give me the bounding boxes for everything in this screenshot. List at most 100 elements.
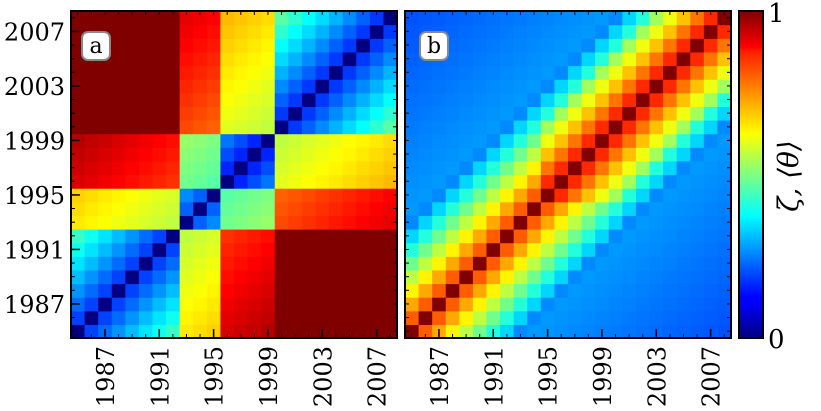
heatmap-b-cell bbox=[649, 106, 664, 121]
heatmap-a-cell bbox=[247, 269, 262, 285]
heatmap-a-cell bbox=[125, 106, 140, 121]
heatmap-b-cell bbox=[418, 310, 433, 325]
heatmap-b-cell bbox=[663, 283, 678, 298]
heatmap-a-cell bbox=[329, 92, 344, 107]
heatmap-b-cell bbox=[500, 283, 515, 298]
heatmap-b-cell bbox=[608, 133, 623, 148]
heatmap-a-cell bbox=[166, 269, 181, 285]
heatmap-a-cell bbox=[220, 297, 235, 312]
heatmap-b-cell bbox=[676, 120, 691, 135]
heatmap-a-cell bbox=[179, 133, 194, 148]
heatmap-b-cell bbox=[445, 106, 460, 121]
heatmap-a-cell bbox=[274, 215, 289, 230]
heatmap-b-cell bbox=[676, 310, 691, 325]
heatmap-b-cell bbox=[513, 174, 528, 189]
heatmap-a-cell bbox=[234, 297, 249, 312]
heatmap-b-cell bbox=[635, 297, 651, 312]
heatmap-b-cell bbox=[717, 297, 732, 312]
heatmap-a-cell bbox=[274, 256, 289, 271]
heatmap-a-cell bbox=[220, 65, 235, 80]
heatmap-b-cell bbox=[676, 160, 691, 176]
heatmap-a-cell bbox=[369, 297, 385, 312]
heatmap-b-cell bbox=[486, 269, 501, 285]
heatmap-b-cell bbox=[649, 11, 664, 26]
heatmap-b-cell bbox=[418, 120, 433, 135]
heatmap-a-cell bbox=[301, 242, 317, 257]
heatmap-b-cell bbox=[472, 215, 488, 230]
heatmap-a-cell bbox=[220, 79, 235, 94]
heatmap-b-cell bbox=[540, 11, 556, 26]
heatmap-a-cell bbox=[329, 283, 344, 298]
panel-a-label: a bbox=[89, 34, 102, 59]
heatmap-b-cell bbox=[581, 324, 596, 339]
heatmap-a-cell bbox=[193, 256, 208, 271]
heatmap-a-cell bbox=[261, 24, 276, 39]
heatmap-b-cell bbox=[459, 120, 474, 135]
heatmap-a-cell bbox=[152, 256, 167, 271]
heatmap-b-cell bbox=[595, 92, 610, 107]
heatmap-a-cell bbox=[342, 120, 357, 135]
heatmap-b-cell bbox=[608, 106, 623, 121]
heatmap-a-cell bbox=[247, 38, 262, 53]
heatmap-a-cell bbox=[315, 269, 330, 285]
heatmap-b-cell bbox=[513, 51, 528, 67]
heatmap-a-cell bbox=[71, 310, 86, 325]
heatmap-b-cell bbox=[459, 256, 474, 271]
heatmap-a-cell bbox=[138, 38, 154, 53]
heatmap-b-cell bbox=[432, 147, 447, 162]
heatmap-b-cell bbox=[527, 51, 542, 67]
heatmap-a-cell bbox=[356, 120, 371, 135]
heatmap-a-cell bbox=[166, 324, 181, 339]
heatmap-a-cell bbox=[383, 120, 398, 135]
heatmap-b-cell bbox=[690, 174, 705, 189]
heatmap-a-cell bbox=[138, 283, 154, 298]
heatmap-b-cell bbox=[540, 106, 556, 121]
heatmap-b-cell bbox=[486, 297, 501, 312]
panel-a-frame bbox=[70, 10, 398, 339]
heatmap-b-cell bbox=[513, 215, 528, 230]
heatmap-a-cell bbox=[342, 242, 357, 257]
heatmap-a-cell bbox=[315, 297, 330, 312]
heatmap-b-cell bbox=[405, 11, 420, 26]
heatmap-b-cell bbox=[486, 51, 501, 67]
heatmap-b-cell bbox=[717, 133, 732, 148]
heatmap-b-cell bbox=[554, 310, 569, 325]
heatmap-a-cell bbox=[261, 269, 276, 285]
heatmap-a-cell bbox=[193, 92, 208, 107]
heatmap-b-cell bbox=[513, 11, 528, 26]
heatmap-a-cell bbox=[138, 106, 154, 121]
heatmap-b-cell bbox=[581, 79, 596, 94]
heatmap-a-cell bbox=[342, 283, 357, 298]
heatmap-b-cell bbox=[500, 324, 515, 339]
heatmap-b-cell bbox=[608, 324, 623, 339]
heatmap-a-cell bbox=[301, 297, 317, 312]
heatmap-b-cell bbox=[608, 283, 623, 298]
heatmap-a-cell bbox=[329, 24, 344, 39]
heatmap-b-cell bbox=[405, 106, 420, 121]
heatmap-b-cell bbox=[690, 38, 705, 53]
heatmap-a-cell bbox=[125, 174, 140, 189]
heatmap-b-cell bbox=[663, 324, 678, 339]
heatmap-b-cell bbox=[690, 79, 705, 94]
heatmap-b-cell bbox=[472, 51, 488, 67]
heatmap-b-cell bbox=[676, 51, 691, 67]
heatmap-a-cell bbox=[274, 229, 289, 244]
heatmap-a-cell bbox=[274, 201, 289, 216]
heatmap-a-cell bbox=[84, 133, 99, 148]
heatmap-a-cell bbox=[84, 310, 99, 325]
heatmap-a-cell bbox=[138, 256, 154, 271]
heatmap-a-cell bbox=[71, 324, 86, 339]
heatmap-b-cell bbox=[581, 174, 596, 189]
heatmap-b-cell bbox=[418, 79, 433, 94]
heatmap-a-cell bbox=[369, 133, 385, 148]
heatmap-b-cell bbox=[527, 256, 542, 271]
heatmap-b-cell bbox=[676, 201, 691, 216]
heatmap-a-cell bbox=[315, 229, 330, 244]
heatmap-b-cell bbox=[690, 65, 705, 80]
heatmap-a-cell bbox=[315, 106, 330, 121]
heatmap-a-cell bbox=[138, 24, 154, 39]
heatmap-a-cell bbox=[138, 51, 154, 67]
heatmap-a-cell bbox=[356, 201, 371, 216]
heatmap-a-cell bbox=[315, 201, 330, 216]
heatmap-b-cell bbox=[622, 92, 637, 107]
